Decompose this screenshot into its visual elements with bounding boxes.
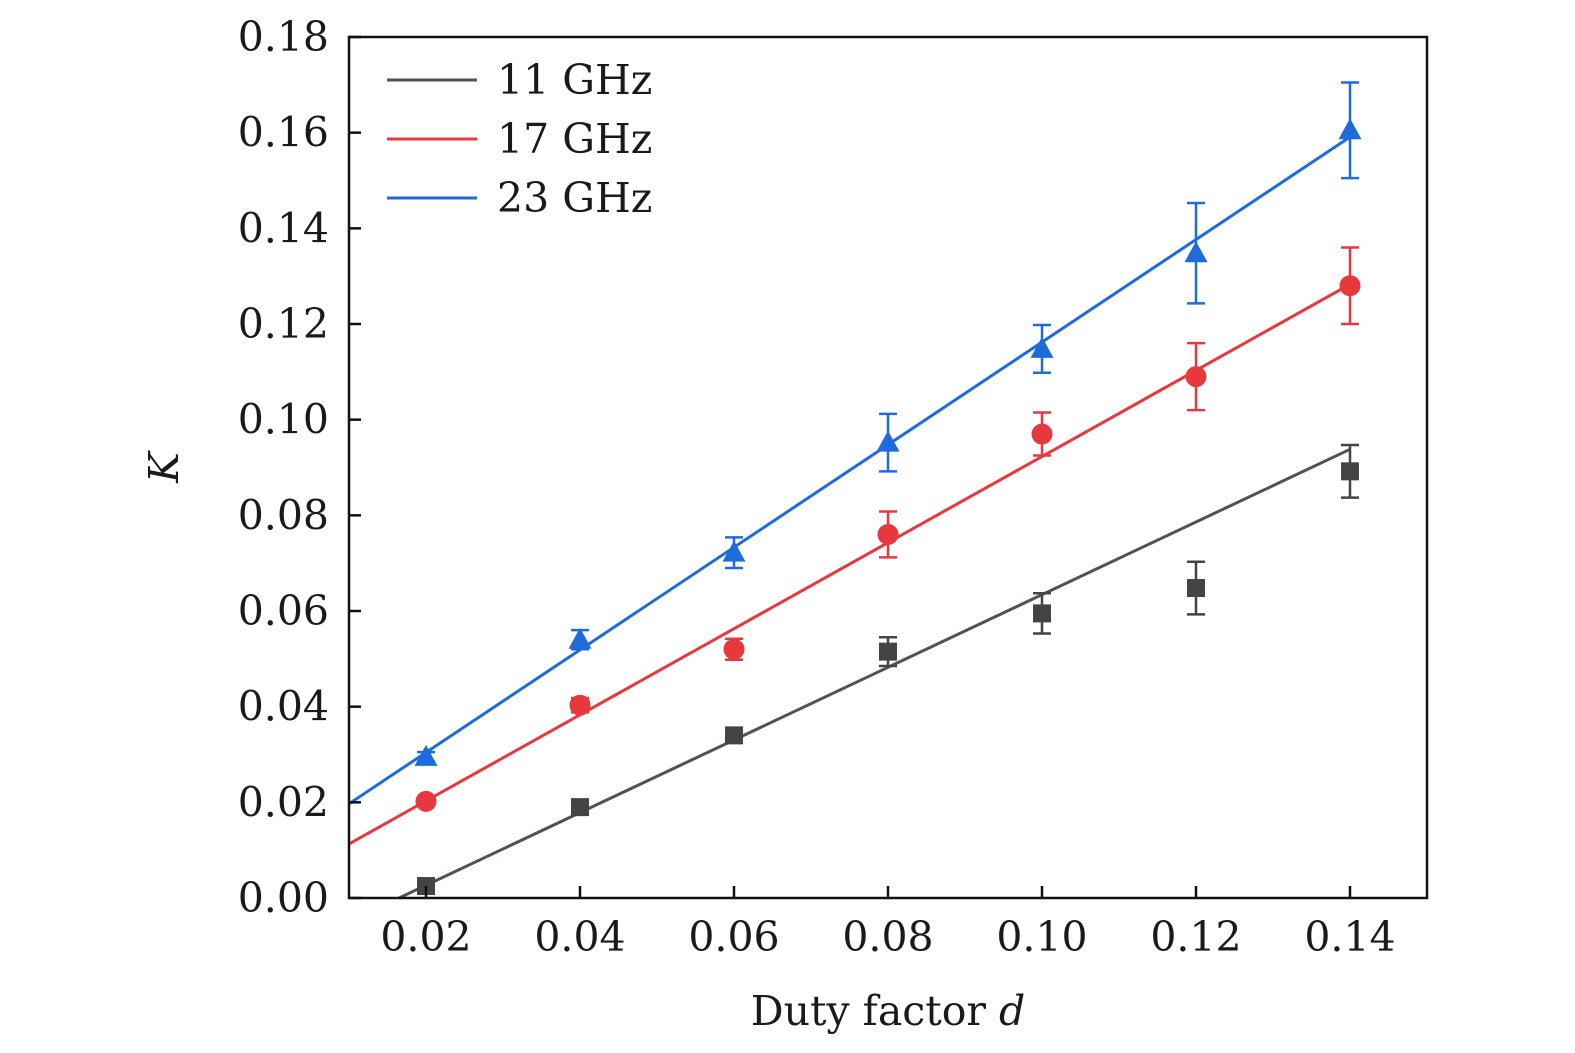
fit-line-11-ghz bbox=[398, 447, 1351, 898]
data-point-23-ghz bbox=[1030, 336, 1054, 358]
y-tick-label: 0.18 bbox=[238, 13, 329, 61]
x-tick-label: 0.08 bbox=[842, 913, 933, 961]
axes: 0.02 0.04 0.06 0.08 0.10 0.12 0.14 0.00 0.02 0.04… bbox=[238, 13, 1429, 961]
data-point-17-ghz bbox=[569, 694, 591, 716]
fit-lines bbox=[349, 135, 1351, 898]
y-tick-label: 0.08 bbox=[238, 491, 329, 539]
data-point-23-ghz bbox=[722, 540, 746, 562]
legend-label-17-ghz: 17 GHz bbox=[497, 115, 652, 163]
data-point-11-ghz bbox=[725, 726, 743, 745]
legend-label-11-ghz: 11 GHz bbox=[497, 56, 652, 104]
y-tick-label: 0.12 bbox=[238, 300, 329, 348]
fit-line-17-ghz bbox=[349, 282, 1351, 846]
legend-item-17-ghz: 17 GHz bbox=[387, 115, 652, 163]
data-point-17-ghz bbox=[1339, 275, 1361, 297]
data-point-23-ghz bbox=[1338, 118, 1362, 140]
y-tick-label: 0.02 bbox=[238, 778, 329, 826]
fit-line-23-ghz bbox=[349, 135, 1351, 806]
x-tick-label: 0.06 bbox=[688, 913, 779, 961]
y-tick-label: 0.16 bbox=[238, 109, 329, 157]
data-point-17-ghz bbox=[415, 790, 437, 812]
x-tick-label: 0.14 bbox=[1304, 913, 1395, 961]
data-point-23-ghz bbox=[1184, 241, 1208, 263]
y-tick-label: 0.14 bbox=[238, 204, 329, 252]
x-tick-label: 0.02 bbox=[380, 913, 471, 961]
data-point-11-ghz bbox=[879, 642, 897, 661]
data-point-23-ghz bbox=[414, 744, 438, 766]
y-tick-label: 0.06 bbox=[238, 587, 329, 635]
y-tick-label: 0.00 bbox=[238, 874, 329, 922]
x-axis-title-variable: d bbox=[999, 987, 1025, 1035]
data-point-11-ghz bbox=[571, 798, 589, 817]
legend-label-23-ghz: 23 GHz bbox=[497, 174, 652, 222]
x-tick-label: 0.10 bbox=[996, 913, 1087, 961]
y-tick-label: 0.10 bbox=[238, 396, 329, 444]
data-point-23-ghz bbox=[568, 627, 592, 649]
x-axis-title: Duty factor d bbox=[751, 987, 1026, 1035]
data-point-11-ghz bbox=[1187, 579, 1205, 598]
legend-item-23-ghz: 23 GHz bbox=[387, 174, 652, 222]
y-axis-title: K bbox=[140, 450, 188, 484]
data-point-11-ghz bbox=[1341, 462, 1359, 481]
x-tick-label: 0.04 bbox=[534, 913, 625, 961]
data-point-17-ghz bbox=[1031, 423, 1053, 445]
y-tick-label: 0.04 bbox=[238, 683, 329, 731]
data-point-17-ghz bbox=[723, 638, 745, 660]
x-tick-label: 0.12 bbox=[1150, 913, 1241, 961]
x-axis-title-text: Duty factor bbox=[751, 987, 987, 1035]
data-point-23-ghz bbox=[876, 430, 900, 452]
data-point-17-ghz bbox=[877, 523, 899, 545]
legend-item-11-ghz: 11 GHz bbox=[387, 56, 652, 104]
legend: 11 GHz 17 GHz 23 GHz bbox=[387, 56, 652, 222]
data-point-17-ghz bbox=[1185, 366, 1207, 388]
data-point-11-ghz bbox=[1033, 604, 1051, 623]
data-markers bbox=[414, 118, 1362, 896]
